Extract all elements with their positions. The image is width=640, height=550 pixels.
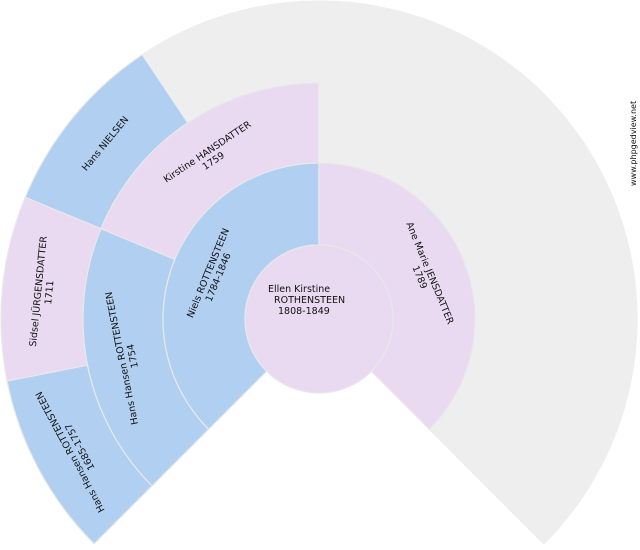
root-person-line: ROTHENSTEEN xyxy=(274,295,345,306)
ancestor-label-line: 1711 xyxy=(43,280,56,305)
root-person-label: Ellen Kirstine ROTHENSTEEN 1808-1849 xyxy=(268,284,345,317)
watermark-text: www.phpgedview.net xyxy=(629,101,638,186)
root-person-circle[interactable] xyxy=(244,244,394,394)
root-person-line: 1808-1849 xyxy=(278,306,330,317)
root-person-line: Ellen Kirstine xyxy=(268,284,330,295)
watermark: www.phpgedview.net xyxy=(629,101,638,186)
ancestor-label-line: 1754 xyxy=(125,343,141,369)
